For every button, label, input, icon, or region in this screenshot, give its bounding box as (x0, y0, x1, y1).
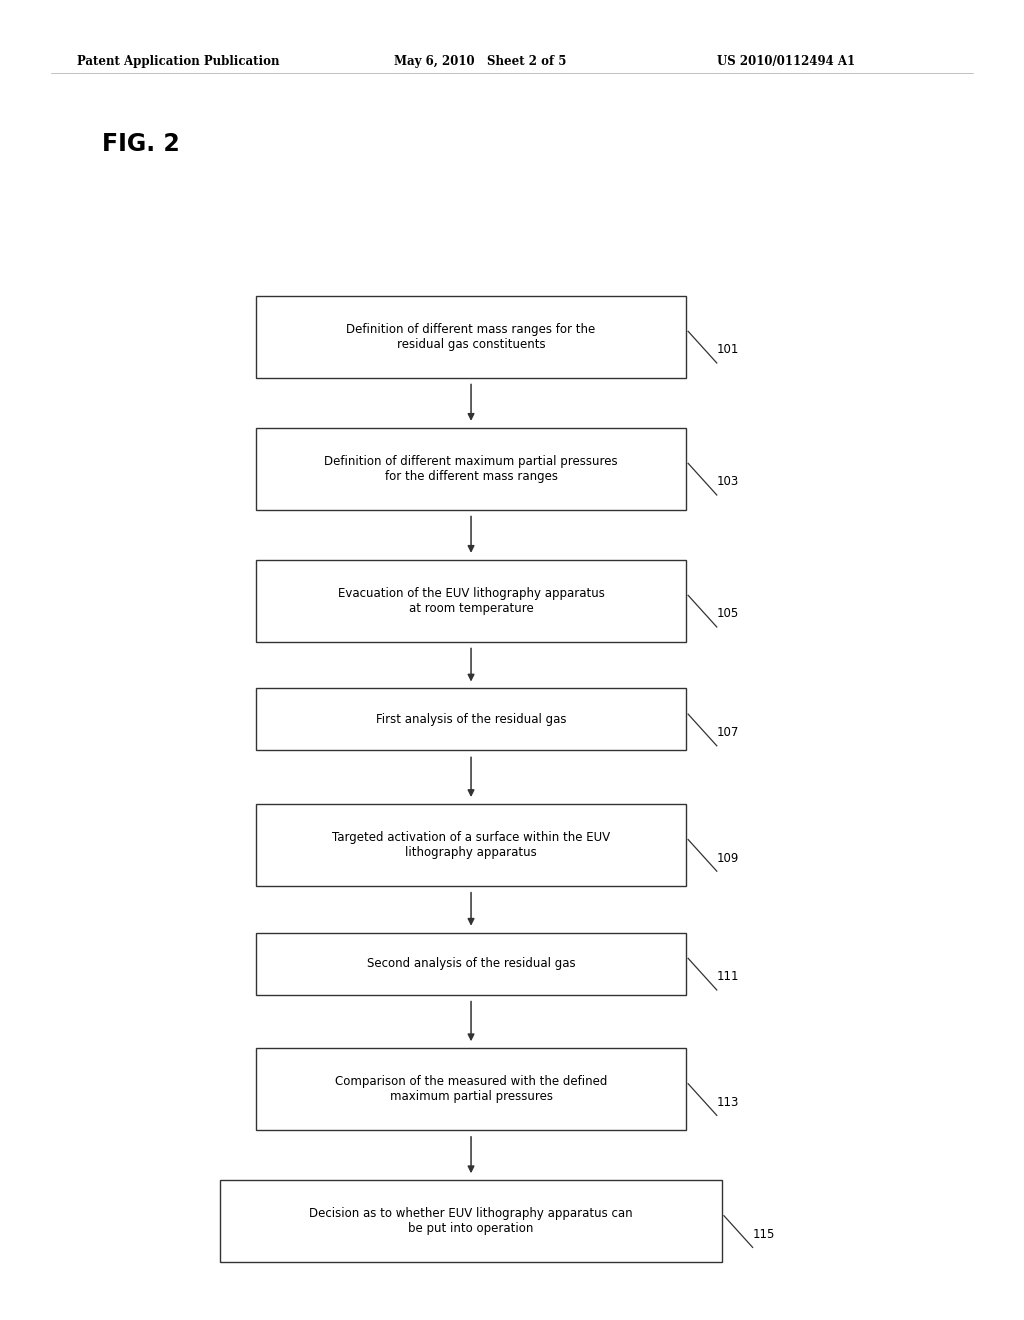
Text: FIG. 2: FIG. 2 (102, 132, 180, 156)
Text: Targeted activation of a surface within the EUV
lithography apparatus: Targeted activation of a surface within … (332, 830, 610, 859)
Text: First analysis of the residual gas: First analysis of the residual gas (376, 713, 566, 726)
Text: 107: 107 (717, 726, 739, 739)
Text: US 2010/0112494 A1: US 2010/0112494 A1 (717, 55, 855, 69)
Text: 109: 109 (717, 851, 739, 865)
Text: May 6, 2010   Sheet 2 of 5: May 6, 2010 Sheet 2 of 5 (394, 55, 566, 69)
Text: 113: 113 (717, 1096, 739, 1109)
Text: Definition of different mass ranges for the
residual gas constituents: Definition of different mass ranges for … (346, 322, 596, 351)
Text: Patent Application Publication: Patent Application Publication (77, 55, 280, 69)
Text: Decision as to whether EUV lithography apparatus can
be put into operation: Decision as to whether EUV lithography a… (309, 1206, 633, 1236)
Text: Definition of different maximum partial pressures
for the different mass ranges: Definition of different maximum partial … (325, 454, 617, 483)
Text: 105: 105 (717, 607, 739, 620)
Text: 101: 101 (717, 343, 739, 356)
Text: 115: 115 (753, 1228, 775, 1241)
Text: 103: 103 (717, 475, 739, 488)
Text: Comparison of the measured with the defined
maximum partial pressures: Comparison of the measured with the defi… (335, 1074, 607, 1104)
Text: 111: 111 (717, 970, 739, 983)
Text: Evacuation of the EUV lithography apparatus
at room temperature: Evacuation of the EUV lithography appara… (338, 586, 604, 615)
Text: Second analysis of the residual gas: Second analysis of the residual gas (367, 957, 575, 970)
